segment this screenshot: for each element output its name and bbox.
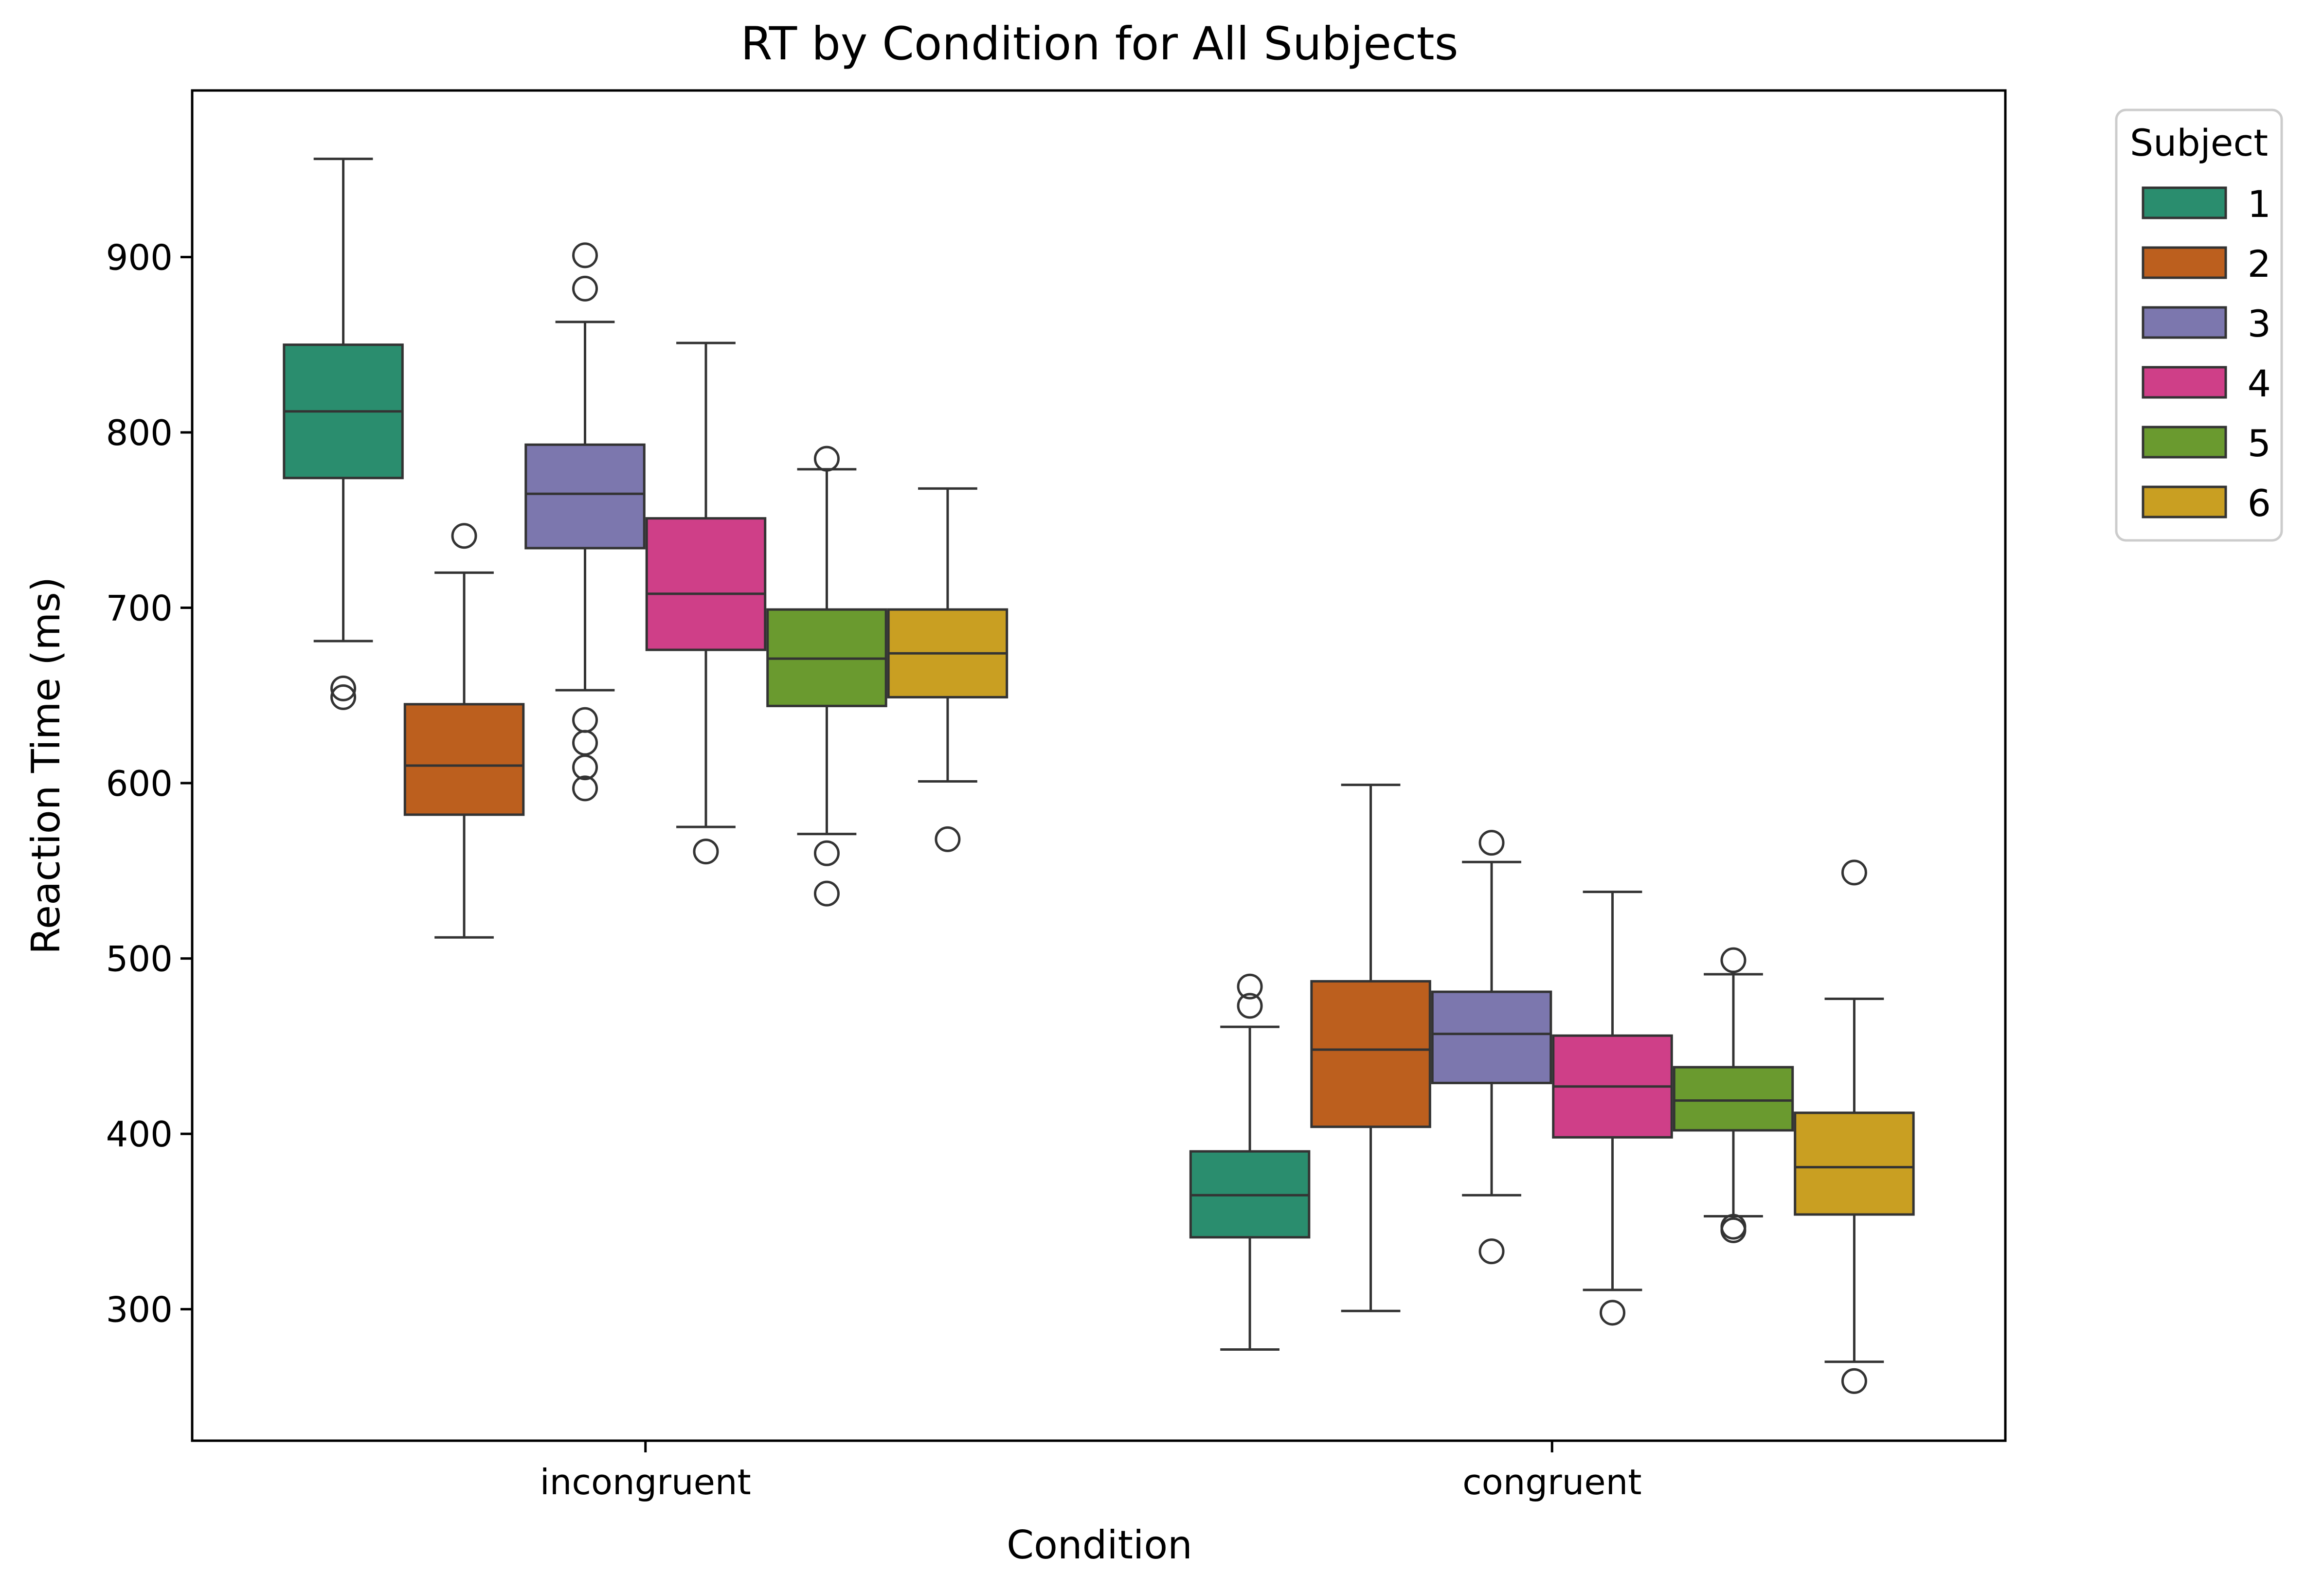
outlier-point	[1841, 859, 1867, 886]
legend-swatch	[2142, 366, 2227, 399]
box-subject-6-congruent	[1794, 859, 1915, 1394]
legend-title: Subject	[2130, 121, 2268, 164]
outlier-point	[1720, 1214, 1747, 1240]
box-subject-5-congruent	[1673, 947, 1794, 1243]
chart-title: RT by Condition for All Subjects	[740, 18, 1458, 71]
box-subject-3-incongruent	[524, 242, 646, 802]
outlier-point	[1478, 1238, 1505, 1265]
iqr-box	[1310, 980, 1431, 1128]
outlier-point	[1599, 1300, 1625, 1326]
outlier-point	[1478, 830, 1505, 856]
iqr-box	[1673, 1066, 1794, 1132]
axes-frame	[191, 89, 2007, 1442]
box-subject-1-congruent	[1189, 973, 1311, 1351]
outlier-point	[330, 684, 357, 710]
outlier-point	[813, 880, 840, 907]
outlier-point	[572, 707, 598, 733]
box-subject-6-incongruent	[887, 487, 1009, 852]
outlier-point	[935, 826, 961, 852]
legend-label: 2	[2248, 242, 2271, 286]
plot-area: 300 400 500 600 700 800 900 incongruent congruen…	[106, 158, 1915, 1502]
y-tick-label: 500	[106, 939, 173, 980]
outlier-point	[1237, 993, 1263, 1019]
iqr-box	[1794, 1111, 1915, 1216]
box-subject-4-incongruent	[645, 341, 767, 865]
y-tick-label: 700	[106, 588, 173, 629]
iqr-box	[645, 517, 767, 651]
outlier-point	[693, 839, 719, 865]
outlier-point	[813, 446, 840, 472]
legend-label: 3	[2248, 302, 2271, 345]
x-tick-label: incongruent	[540, 1462, 751, 1502]
box-subject-2-congruent	[1310, 784, 1431, 1312]
x-tick-label: congruent	[1462, 1462, 1641, 1502]
legend-label: 1	[2248, 182, 2271, 226]
y-tick-label: 600	[106, 763, 173, 804]
iqr-box	[524, 443, 646, 550]
outlier-point	[330, 675, 357, 701]
y-tick-label: 900	[106, 237, 173, 278]
outlier-point	[572, 242, 598, 268]
box-subject-4-congruent	[1552, 891, 1673, 1326]
outlier-point	[1720, 947, 1747, 973]
box-subject-2-incongruent	[403, 523, 525, 939]
box-subject-1-incongruent	[283, 158, 404, 710]
y-tick-label: 400	[106, 1114, 173, 1155]
iqr-box	[403, 703, 525, 816]
outlier-point	[451, 523, 477, 549]
legend-swatch	[2142, 306, 2227, 339]
iqr-box	[1431, 990, 1552, 1085]
outlier-point	[572, 275, 598, 302]
legend-swatch	[2142, 485, 2227, 518]
legend-label: 4	[2248, 362, 2271, 405]
box-subject-3-congruent	[1431, 830, 1552, 1265]
y-axis-label: Reaction Time (ms)	[23, 577, 69, 954]
y-tick-label: 300	[106, 1289, 173, 1330]
box-subject-5-incongruent	[766, 446, 887, 907]
legend: Subject 1 2 3 4 5 6	[2115, 108, 2283, 542]
outlier-point	[1841, 1368, 1867, 1394]
legend-swatch	[2142, 246, 2227, 279]
outlier-point	[1237, 973, 1263, 1000]
outlier-point	[813, 840, 840, 866]
legend-label: 5	[2248, 422, 2271, 465]
y-tick-label: 800	[106, 412, 173, 453]
legend-swatch	[2142, 426, 2227, 459]
legend-swatch	[2142, 186, 2227, 219]
outlier-point	[572, 775, 598, 802]
legend-label: 6	[2248, 482, 2271, 525]
x-axis-label: Condition	[1007, 1522, 1192, 1568]
